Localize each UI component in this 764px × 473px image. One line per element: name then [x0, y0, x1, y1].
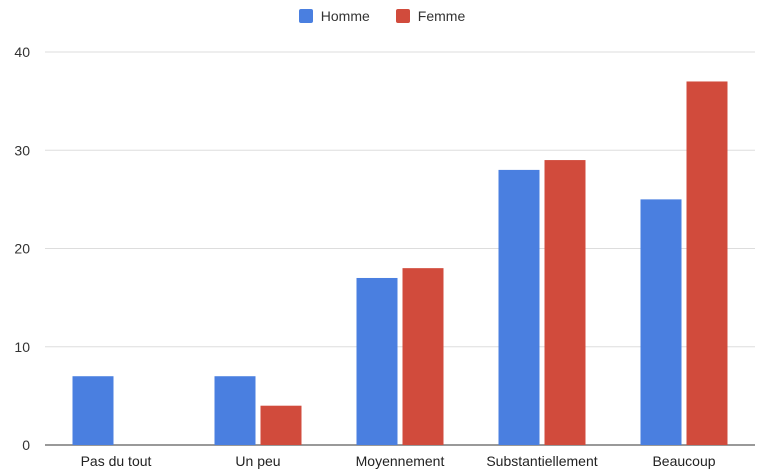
- y-tick-label-40: 40: [14, 44, 30, 60]
- bar-homme-3: [498, 169, 540, 445]
- y-tick-label-0: 0: [22, 437, 30, 453]
- bar-femme-3: [544, 160, 586, 445]
- legend-label-femme: Femme: [417, 8, 466, 24]
- bar-femme-2: [402, 268, 444, 445]
- legend-item-femme: Femme: [395, 8, 466, 24]
- bar-homme-1: [214, 376, 256, 445]
- x-tick-label-2: Moyennement: [356, 453, 445, 469]
- legend-label-homme: Homme: [320, 8, 370, 24]
- y-tick-label-30: 30: [14, 142, 30, 158]
- bars: [72, 81, 728, 445]
- bar-homme-4: [640, 199, 682, 445]
- gridlines: [45, 51, 755, 446]
- legend-swatch-femme: [395, 9, 410, 23]
- y-axis-ticks: 0 10 20 30 40: [14, 44, 30, 453]
- bar-femme-1: [260, 405, 302, 445]
- x-tick-label-1: Un peu: [235, 453, 280, 469]
- x-axis-labels: Pas du tout Un peu Moyennement Substantiell…: [81, 453, 716, 469]
- y-tick-label-20: 20: [14, 241, 30, 257]
- bar-homme-0: [72, 376, 114, 445]
- x-tick-label-4: Beaucoup: [652, 453, 715, 469]
- legend-item-homme: Homme: [298, 8, 370, 24]
- legend: Homme Femme: [0, 8, 764, 24]
- x-tick-label-0: Pas du tout: [81, 453, 152, 469]
- bar-femme-4: [686, 81, 728, 445]
- y-tick-label-10: 10: [14, 339, 30, 355]
- x-tick-label-3: Substantiellement: [486, 453, 597, 469]
- bar-homme-2: [356, 277, 398, 445]
- legend-swatch-homme: [298, 9, 313, 23]
